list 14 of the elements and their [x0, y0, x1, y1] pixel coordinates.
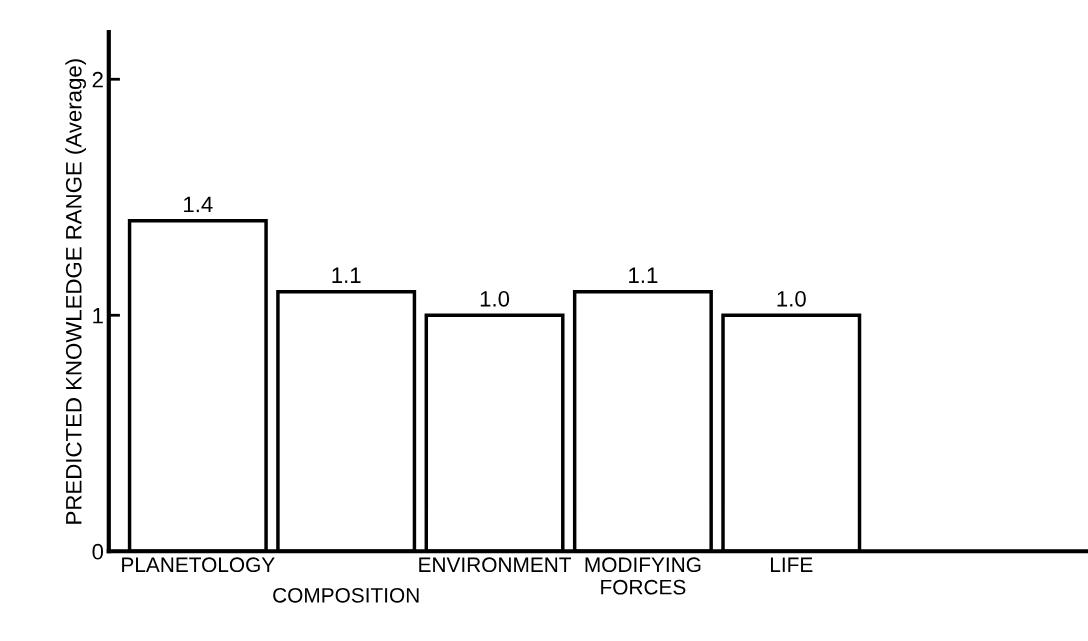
- y-axis-title: PREDICTED KNOWLEDGE RANGE (Average): [65, 59, 87, 524]
- x-tick-label: COMPOSITION: [273, 587, 419, 603]
- y-tick-label: 2: [92, 71, 103, 88]
- x-tick-label: ENVIRONMENT: [419, 557, 572, 573]
- data-label: 1.0: [480, 290, 510, 307]
- x-tick-label: LIFE: [770, 557, 813, 572]
- data-label: 1.1: [629, 267, 658, 283]
- y-tick-label: 1: [93, 308, 103, 324]
- data-label: 1.1: [332, 267, 361, 283]
- x-tick-label: MODIFYING FORCES: [585, 557, 701, 595]
- y-tick-label: 0: [92, 543, 104, 560]
- data-label: 1.4: [184, 196, 213, 213]
- data-label: 1.0: [777, 290, 806, 307]
- x-tick-label: PLANETOLOGY: [122, 557, 275, 573]
